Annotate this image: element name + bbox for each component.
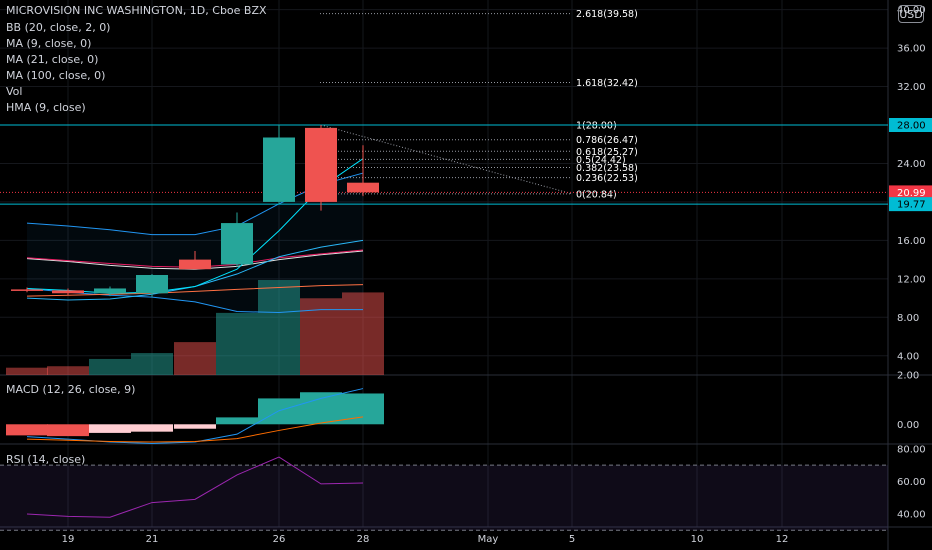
ma-100-line [26,284,364,297]
macd-bar [89,424,131,433]
price-tick-label: 16.00 [897,236,926,247]
rsi-tick-label: 40.00 [897,509,926,520]
rsi-tick-label: 60.00 [897,477,926,488]
indicator-ma-100[interactable]: MA (100, close, 0) [6,69,106,82]
time-tick-label: 28 [357,534,370,545]
volume-bar [216,312,258,375]
volume-bars [6,280,384,375]
rsi-label[interactable]: RSI (14, close) [6,453,86,466]
fib-level-label: 0.786(26.47) [576,135,638,146]
fib-level-label: 2.618(39.58) [576,9,638,20]
time-axis: 19 21 26 28 May 5 10 12 [62,534,789,545]
time-tick-label: May [478,534,499,545]
price-tag-last-label: 20.99 [897,188,926,199]
bb-lower-line [26,287,363,314]
fib-level-label: 0.382(23.58) [576,163,638,174]
fib-level-label: 1.618(32.42) [576,78,638,89]
macd-tick-label: 0.00 [897,420,919,431]
price-tag-28 [889,118,932,132]
candle-body [136,275,168,294]
macd-label[interactable]: MACD (12, 26, close, 9) [6,383,136,396]
candle-body [347,182,379,193]
fib-level-label: 0.236(22.53) [576,173,638,184]
macd-bar [47,424,89,437]
candle-body [305,127,337,202]
macd-bar [258,398,300,425]
macd-histogram [6,392,384,437]
rsi-tick-label: 80.00 [897,444,926,455]
candle-body [11,289,43,291]
price-tag-1977-label: 19.77 [897,200,926,211]
fib-level-label: 0.618(25.27) [576,147,638,158]
candle-body [94,288,126,294]
fib-level-label: 1(28.00) [576,121,617,132]
indicator-hma[interactable]: HMA (9, close) [6,101,86,114]
macd-bar [6,424,48,436]
indicator-ma-9[interactable]: MA (9, close, 0) [6,37,92,50]
candle-body [221,223,253,265]
volume-bar [47,366,89,375]
macd-bar [131,424,173,432]
price-tag-28-label: 28.00 [897,121,926,132]
indicator-vol[interactable]: Vol [6,85,23,98]
indicator-ma-21[interactable]: MA (21, close, 0) [6,53,99,66]
price-tick-label: 32.00 [897,82,926,93]
candle-body [263,137,295,202]
fib-level-label: 0.5(24.42) [576,155,626,166]
indicator-bb[interactable]: BB (20, close, 2, 0) [6,21,111,34]
signal-line [26,416,364,443]
time-tick-label: 5 [569,534,575,545]
rsi-band-fill [0,465,888,531]
ma-9-line [26,250,364,270]
volume-bar [258,280,300,375]
volume-bar [342,292,384,375]
candle-body [179,259,211,270]
price-tick-label: 36.00 [897,44,926,55]
chart-title: MICROVISION INC WASHINGTON, 1D, Cboe BZX [6,4,267,17]
fib-retracement: 2.618(39.58) 1.618(32.42) 1(28.00) 0.786(26… [320,9,638,200]
price-tick-label: 8.00 [897,313,919,324]
price-tick-label: 12.00 [897,274,926,285]
time-tick-label: 21 [146,534,159,545]
time-tick-label: 10 [691,534,704,545]
time-tick-label: 12 [776,534,789,545]
price-tag-1977 [889,197,932,212]
fib-level-label: 0(20.84) [576,189,617,200]
price-tick-label: 4.00 [897,351,919,362]
time-tick-label: 19 [62,534,75,545]
candles [11,125,379,298]
macd-tick-label: 2.00 [897,371,919,382]
macd-bar [174,424,216,429]
macd-bar [342,393,384,425]
fib-trend-line [320,124,573,195]
bollinger-band-fill [27,173,363,313]
time-tick-label: 26 [273,534,286,545]
price-tick-label: 24.00 [897,159,926,170]
price-tag-last [889,185,932,200]
candle-body [52,290,84,294]
volume-bar [89,358,131,375]
volume-bar [6,367,48,375]
rsi-line [26,456,364,518]
macd-bar [216,417,258,425]
price-tick-label: 40.00 [897,5,926,16]
currency-badge[interactable]: USD [898,5,924,23]
volume-bar [131,353,173,375]
volume-bar [174,342,216,375]
macd-bar [300,392,342,425]
